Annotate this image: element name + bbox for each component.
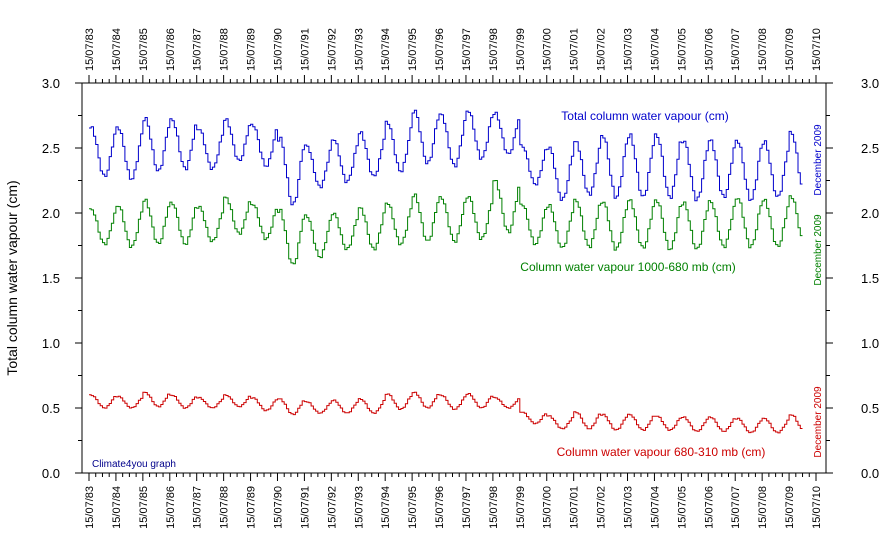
series-lines	[89, 109, 803, 434]
x-tick-label-top: 15/07/00	[542, 28, 554, 71]
y-tick-label-right: 0.0	[861, 466, 879, 481]
x-tick-label-bottom: 15/07/90	[272, 486, 284, 529]
series-label-total: Total column water vapour (cm)	[561, 109, 728, 123]
x-tick-label-top: 15/07/97	[461, 28, 473, 71]
x-tick-label-bottom: 15/07/01	[569, 486, 581, 529]
x-tick-label-top: 15/07/07	[730, 28, 742, 71]
series-label-upper: Column water vapour 680-310 mb (cm)	[557, 445, 766, 459]
y-tick-label-right: 1.0	[861, 336, 879, 351]
plot-area-frame	[81, 82, 827, 474]
x-tick-label-bottom: 15/07/95	[407, 486, 419, 529]
y-tick-label-left: 0.5	[42, 401, 60, 416]
x-tick-label-top: 15/07/06	[703, 28, 715, 71]
x-tick-label-top: 15/07/83	[84, 28, 96, 71]
y-tick-label-left: 1.0	[42, 336, 60, 351]
x-tick-label-top: 15/07/98	[488, 28, 500, 71]
y-tick-label-left: 3.0	[42, 76, 60, 91]
series-line-2	[89, 391, 803, 434]
x-tick-label-bottom: 15/07/85	[138, 486, 150, 529]
x-tick-label-top: 15/07/89	[246, 28, 258, 71]
y-tick-label-right: 2.5	[861, 141, 879, 156]
series-label-lower: Column water vapour 1000-680 mb (cm)	[520, 260, 735, 274]
x-tick-label-bottom: 15/07/88	[219, 486, 231, 529]
y-tick-label-left: 0.0	[42, 466, 60, 481]
x-tick-label-bottom: 15/07/09	[784, 486, 796, 529]
end-label-lower: December 2009	[813, 214, 824, 286]
x-tick-label-bottom: 15/07/83	[84, 486, 96, 529]
x-axis-bottom: 15/07/83 15/07/84 15/07/85 15/07/86 15/07/87…	[84, 473, 823, 529]
end-label-upper: December 2009	[813, 386, 824, 458]
x-tick-label-top: 15/07/02	[596, 28, 608, 71]
x-tick-label-bottom: 15/07/08	[757, 486, 769, 529]
end-label-total: December 2009	[813, 124, 824, 196]
x-tick-label-bottom: 15/07/87	[192, 486, 204, 529]
y-axis-right: 0.0 0.5 1.0 1.5 2.0 2.5 3.0	[826, 76, 879, 481]
x-tick-label-bottom: 15/07/94	[380, 486, 392, 529]
x-tick-label-top: 15/07/90	[272, 28, 284, 71]
x-tick-label-bottom: 15/07/05	[676, 486, 688, 529]
x-tick-label-bottom: 15/07/93	[353, 486, 365, 529]
x-tick-label-bottom: 15/07/03	[623, 486, 635, 529]
x-tick-label-top: 15/07/08	[757, 28, 769, 71]
y-tick-label-left: 1.5	[42, 271, 60, 286]
y-tick-label-right: 0.5	[861, 401, 879, 416]
x-tick-label-bottom: 15/07/92	[326, 486, 338, 529]
credit-label: Climate4you graph	[92, 459, 176, 470]
x-tick-label-top: 15/07/04	[649, 28, 661, 71]
x-tick-label-top: 15/07/85	[138, 28, 150, 71]
x-tick-label-bottom: 15/07/98	[488, 486, 500, 529]
y-tick-label-left: 2.5	[42, 141, 60, 156]
series-line-1	[89, 180, 803, 265]
x-tick-label-top: 15/07/09	[784, 28, 796, 71]
x-tick-label-bottom: 15/07/89	[246, 486, 258, 529]
x-tick-label-bottom: 15/07/04	[649, 486, 661, 529]
x-tick-label-bottom: 15/07/97	[461, 486, 473, 529]
x-tick-label-top: 15/07/03	[623, 28, 635, 71]
x-tick-label-bottom: 15/07/10	[811, 486, 823, 529]
x-tick-label-bottom: 15/07/99	[515, 486, 527, 529]
y-axis-left: 0.0 0.5 1.0 1.5 2.0 2.5 3.0	[42, 76, 82, 481]
x-tick-label-top: 15/07/99	[515, 28, 527, 71]
y-tick-label-left: 2.0	[42, 206, 60, 221]
x-tick-label-top: 15/07/88	[219, 28, 231, 71]
x-tick-label-top: 15/07/95	[407, 28, 419, 71]
x-tick-label-top: 15/07/84	[111, 28, 123, 71]
x-tick-label-top: 15/07/94	[380, 28, 392, 71]
y-tick-label-right: 2.0	[861, 206, 879, 221]
x-tick-label-bottom: 15/07/96	[434, 486, 446, 529]
y-tick-label-right: 3.0	[861, 76, 879, 91]
x-tick-label-top: 15/07/05	[676, 28, 688, 71]
x-tick-label-bottom: 15/07/91	[299, 486, 311, 529]
x-tick-label-top: 15/07/10	[811, 28, 823, 71]
y-axis-title: Total column water vapour (cm)	[4, 180, 20, 375]
x-tick-label-top: 15/07/01	[569, 28, 581, 71]
x-tick-label-top: 15/07/93	[353, 28, 365, 71]
x-tick-label-top: 15/07/87	[192, 28, 204, 71]
x-tick-label-bottom: 15/07/06	[703, 486, 715, 529]
x-tick-label-top: 15/07/96	[434, 28, 446, 71]
x-axis-top: 15/07/83 15/07/84 15/07/85 15/07/86 15/07/87…	[84, 28, 823, 83]
x-tick-label-top: 15/07/86	[165, 28, 177, 71]
x-tick-label-top: 15/07/92	[326, 28, 338, 71]
x-tick-label-top: 15/07/91	[299, 28, 311, 71]
x-tick-label-bottom: 15/07/84	[111, 486, 123, 529]
x-tick-label-bottom: 15/07/86	[165, 486, 177, 529]
series-line-0	[89, 109, 803, 206]
x-tick-label-bottom: 15/07/07	[730, 486, 742, 529]
y-tick-label-right: 1.5	[861, 271, 879, 286]
x-tick-label-bottom: 15/07/00	[542, 486, 554, 529]
x-tick-label-bottom: 15/07/02	[596, 486, 608, 529]
